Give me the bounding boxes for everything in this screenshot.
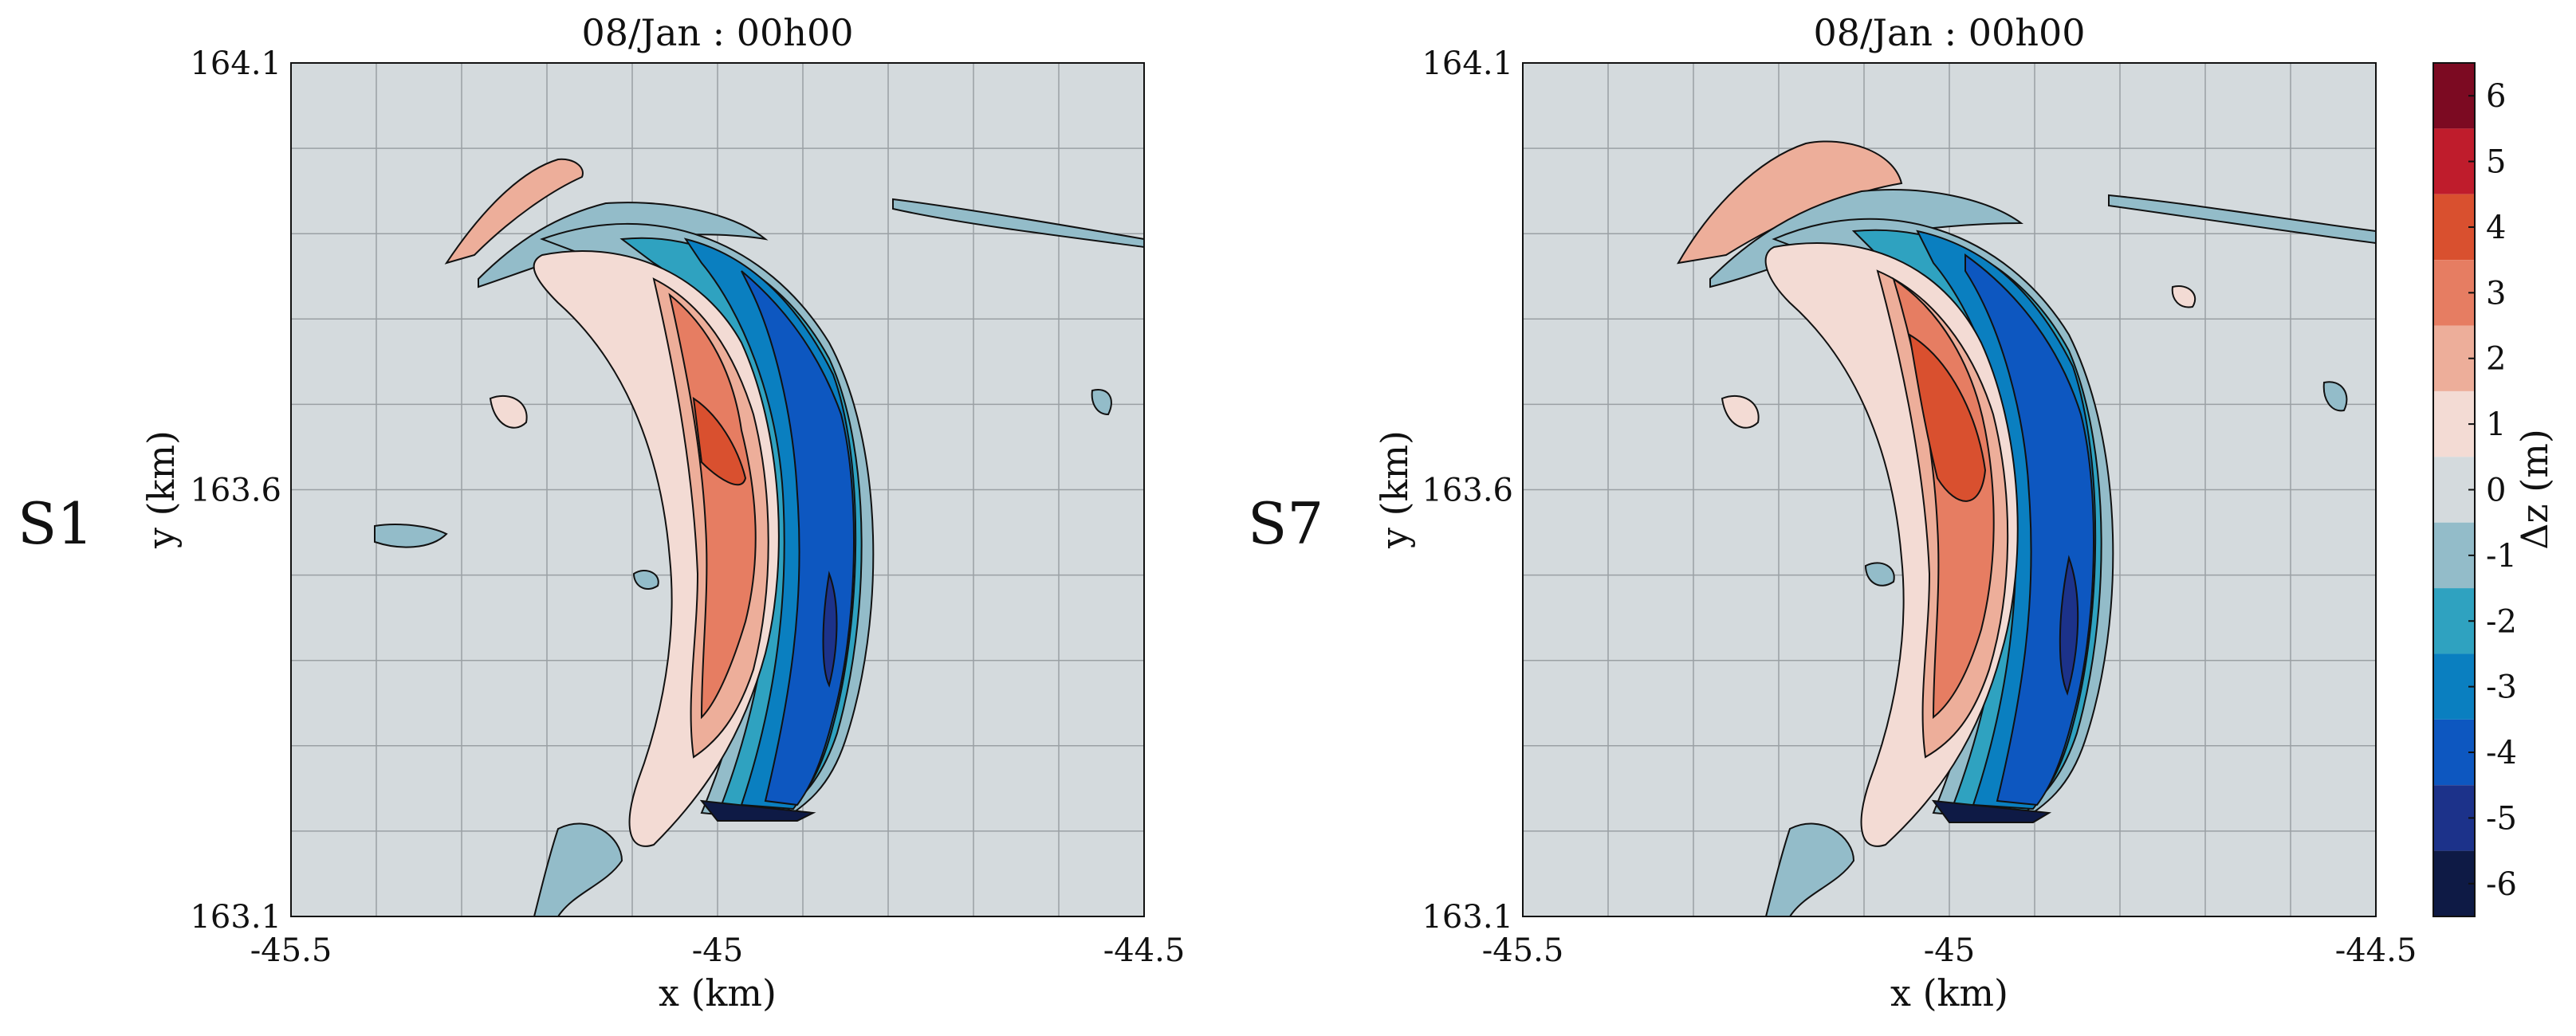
colorbar-segment	[2433, 390, 2475, 457]
contour-inner-pos3-s7	[1892, 277, 1995, 720]
y-ticks-s7: 163.1 163.6 164.1	[1422, 45, 1513, 936]
x-axis-label-s7: x (km)	[1890, 971, 2008, 1014]
contour-scatter2-s1	[632, 570, 659, 590]
x-tick-label-s7: -45.5	[1482, 932, 1564, 969]
y-tick-label-s1: 163.6	[190, 473, 281, 509]
colorbar-segment	[2433, 522, 2475, 589]
contour-outer-neg5-s1	[822, 571, 838, 688]
contour-scatter3-s1	[533, 822, 623, 916]
contour-scatter5-s7	[2322, 381, 2348, 412]
colorbar-tick-label: -6	[2486, 866, 2517, 903]
x-ticks-s1: -45.5 -45 -44.5	[250, 932, 1186, 969]
x-tick-label-s1: -45	[692, 932, 743, 969]
colorbar-tick-label: -4	[2486, 735, 2517, 771]
colorbar-tick-label: -1	[2486, 538, 2517, 575]
contour-scatter5-s1	[374, 524, 448, 548]
y-tick-label-s7: 164.1	[1422, 45, 1513, 82]
y-axis-label-s1: y (km)	[140, 430, 183, 549]
colorbar-tick-label: -5	[2486, 800, 2517, 837]
colorbar-tick-label: -2	[2486, 603, 2517, 640]
colorbar-segment	[2433, 850, 2475, 916]
colorbar-segment	[2433, 128, 2475, 194]
contour-scatter6-s7	[2171, 285, 2196, 308]
contour-outer-neg5-s7	[2059, 555, 2079, 696]
colorbar-tick-label: 4	[2486, 210, 2506, 246]
bar-deformation-s1	[374, 158, 1144, 916]
contour-scatter4-s7	[2108, 194, 2376, 245]
colorbar-segment	[2433, 719, 2475, 786]
contour-scatter1-s1	[489, 394, 528, 429]
x-tick-label-s1: -44.5	[1103, 932, 1186, 969]
contour-scatter3-s7	[1764, 822, 1855, 916]
y-tick-label-s1: 164.1	[190, 45, 281, 82]
x-ticks-s7: -45.5 -45 -44.5	[1482, 932, 2417, 969]
panel-title-s7: 08/Jan : 00h00	[1814, 11, 2086, 54]
colorbar-segment	[2433, 260, 2475, 326]
contour-spit-pos-s1	[444, 158, 584, 265]
contour-inner-pos3-s1	[668, 292, 757, 720]
colorbar-tick-label: 3	[2486, 275, 2506, 312]
x-tick-label-s7: -45	[1924, 932, 1975, 969]
colorbar-segment	[2433, 457, 2475, 523]
colorbar-tick-label: 6	[2486, 78, 2506, 115]
colorbar-tick-label: 1	[2486, 406, 2506, 443]
colorbar-segment	[2433, 325, 2475, 391]
y-axis-label-s7: y (km)	[1373, 430, 1416, 549]
colorbar-tick-label: 0	[2486, 473, 2506, 509]
contour-scatter1-s7	[1721, 394, 1760, 429]
plot-frame-s7	[1522, 62, 2377, 917]
colorbar-segment	[2433, 588, 2475, 654]
panel-title-s1: 08/Jan : 00h00	[582, 11, 854, 54]
plot-frame-s1	[290, 62, 1145, 917]
contour-inner-pos4-s1	[692, 396, 747, 486]
x-tick-label-s1: -45.5	[250, 932, 332, 969]
colorbar-tick-label: 5	[2486, 144, 2506, 181]
x-axis-label-s1: x (km)	[659, 971, 777, 1014]
colorbar-label: Δz (m)	[2513, 429, 2556, 550]
panel-s7: S7 08/Jan : 00h00	[1248, 11, 2417, 1014]
y-tick-label-s7: 163.6	[1422, 473, 1513, 509]
x-tick-label-s7: -44.5	[2335, 932, 2417, 969]
contour-outer-neg6-s1	[699, 799, 816, 822]
y-tick-label-s1: 163.1	[190, 899, 281, 936]
y-ticks-s1: 163.1 163.6 164.1	[190, 45, 281, 936]
contour-scatter6-s1	[1091, 389, 1112, 416]
colorbar-tick-label: -3	[2486, 669, 2517, 706]
colorbar-segment	[2433, 653, 2475, 720]
panel-label-s1: S1	[18, 490, 93, 557]
contour-inner-pos4-s7	[1908, 333, 1987, 502]
contour-scatter4-s1	[892, 198, 1144, 249]
colorbar-segment	[2433, 194, 2475, 261]
y-tick-label-s7: 163.1	[1422, 899, 1513, 936]
colorbar-segment	[2433, 63, 2475, 129]
bar-deformation-s7	[1677, 140, 2376, 916]
colorbar-tick-label: 2	[2486, 341, 2506, 378]
contour-scatter2-s7	[1864, 562, 1895, 587]
contour-outer-neg6-s7	[1931, 799, 2052, 823]
panel-label-s7: S7	[1248, 490, 1323, 557]
colorbar: 6 5 4 3 2 1 0 -1 -2 -3 -4 -5 -6	[2432, 62, 2517, 917]
panel-s1: S1 08/Jan : 00h00	[18, 11, 1185, 1014]
colorbar-segment	[2433, 785, 2475, 851]
